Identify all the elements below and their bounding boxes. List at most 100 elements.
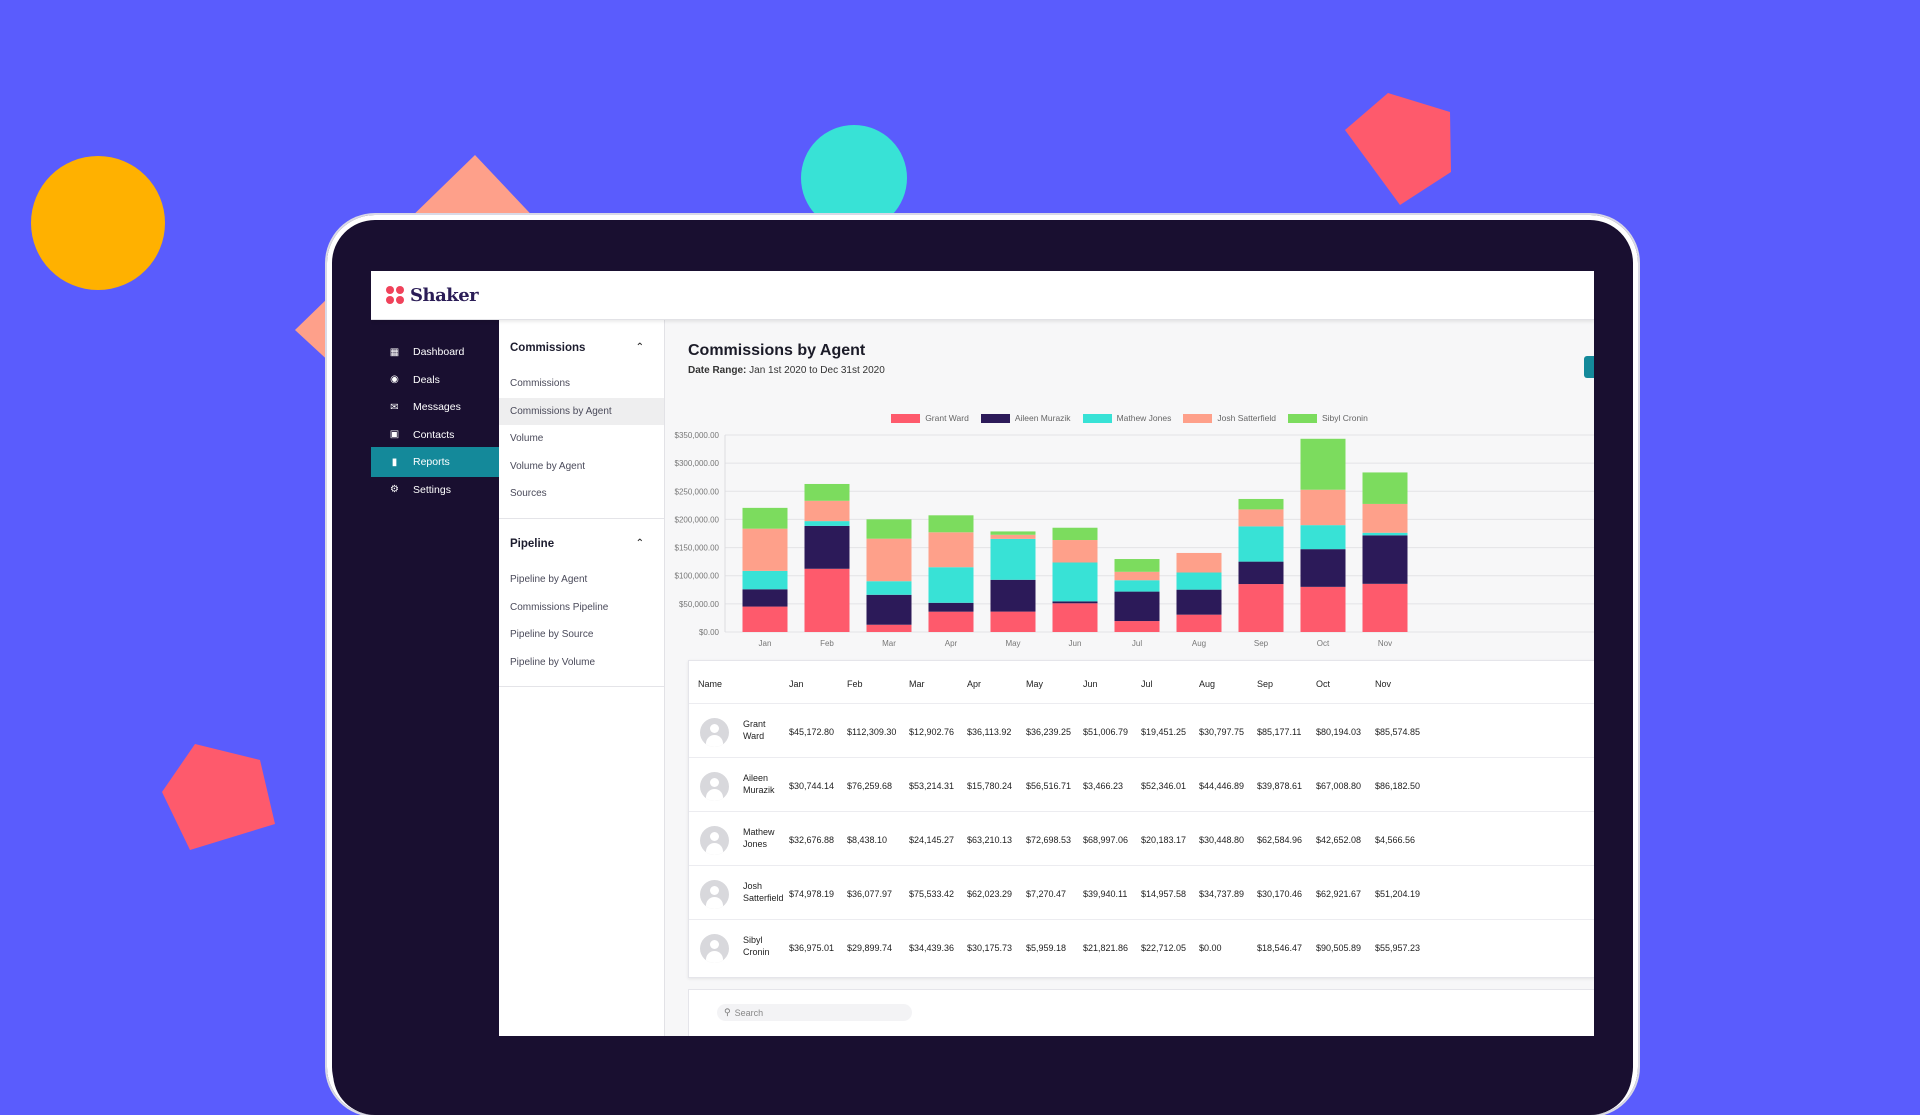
- bar-segment[interactable]: [866, 519, 912, 539]
- chevron-up-icon[interactable]: ⌃: [635, 538, 644, 549]
- bar-segment[interactable]: [1362, 535, 1408, 584]
- column-header[interactable]: Jan: [789, 679, 804, 689]
- legend-item[interactable]: Mathew Jones: [1082, 411, 1171, 425]
- bar-segment[interactable]: [1176, 589, 1222, 615]
- sidebar-item-reports[interactable]: ▮ Reports: [371, 447, 499, 477]
- bar-segment[interactable]: [990, 534, 1036, 539]
- bar-segment[interactable]: [1052, 603, 1098, 632]
- sidebar-item-settings[interactable]: ⚙ Settings: [371, 475, 499, 505]
- bar-segment[interactable]: [1362, 503, 1408, 533]
- table-row[interactable]: Mathew Jones $32,676.88 $8,438.10 $24,145.27…: [689, 811, 1594, 866]
- legend-item[interactable]: Josh Satterfield: [1183, 411, 1276, 425]
- bar-segment[interactable]: [1300, 549, 1346, 587]
- bar-segment[interactable]: [1176, 572, 1222, 590]
- bar-segment[interactable]: [1362, 532, 1408, 536]
- subnav-item-pipeline-by-volume[interactable]: Pipeline by Volume: [510, 656, 596, 668]
- legend-item[interactable]: Aileen Murazik: [980, 411, 1071, 425]
- sidebar-item-messages[interactable]: ✉ Messages: [371, 392, 499, 422]
- bar-segment[interactable]: [1238, 509, 1284, 527]
- column-header[interactable]: Feb: [847, 679, 863, 689]
- chevron-up-icon[interactable]: ⌃: [635, 342, 644, 353]
- bar-segment[interactable]: [866, 594, 912, 625]
- bar-segment[interactable]: [1176, 552, 1222, 573]
- bar-segment[interactable]: [1238, 561, 1284, 585]
- column-header[interactable]: Name: [698, 679, 723, 689]
- bar-segment[interactable]: [1114, 591, 1160, 622]
- app-logo[interactable]: Shaker: [386, 285, 479, 306]
- bar-segment[interactable]: [804, 500, 850, 522]
- bar-segment[interactable]: [1362, 583, 1408, 632]
- bar-segment[interactable]: [928, 532, 974, 568]
- bar-segment[interactable]: [1300, 525, 1346, 550]
- bar-segment[interactable]: [1300, 586, 1346, 632]
- bar-segment[interactable]: [1300, 438, 1346, 490]
- bar-segment[interactable]: [1052, 601, 1098, 604]
- bar-segment[interactable]: [1362, 472, 1408, 504]
- bar-segment[interactable]: [804, 521, 850, 526]
- subnav-item-pipeline-by-source[interactable]: Pipeline by Source: [510, 629, 594, 640]
- column-header[interactable]: Apr: [967, 679, 982, 689]
- table-row[interactable]: Josh Satterfield $74,978.19 $36,077.97 $75,5…: [689, 865, 1594, 920]
- column-header[interactable]: Nov: [1375, 679, 1392, 689]
- column-header[interactable]: Jun: [1083, 679, 1098, 689]
- bar-segment[interactable]: [1238, 526, 1284, 562]
- column-header[interactable]: Oct: [1316, 679, 1331, 689]
- bar-segment[interactable]: [866, 581, 912, 595]
- bar-segment[interactable]: [928, 611, 974, 632]
- table-row[interactable]: Sibyl Cronin $36,975.01 $29,899.74 $34,439.3…: [689, 919, 1594, 974]
- bar-segment[interactable]: [928, 567, 974, 603]
- bar-segment[interactable]: [742, 570, 788, 590]
- bar-segment[interactable]: [1052, 562, 1098, 602]
- bar-segment[interactable]: [1114, 559, 1160, 572]
- sidebar-item-deals[interactable]: ◉ Deals: [371, 365, 499, 395]
- subnav-item-volume-by-agent[interactable]: Volume by Agent: [510, 460, 586, 472]
- report-content: Commissions by Agent Date Range: Jan 1st…: [665, 320, 1594, 1036]
- legend-item[interactable]: Sibyl Cronin: [1287, 411, 1368, 425]
- bar-segment[interactable]: [1176, 614, 1222, 632]
- bar-segment[interactable]: [804, 483, 850, 501]
- bar-segment[interactable]: [742, 528, 788, 571]
- bar-segment[interactable]: [990, 538, 1036, 580]
- bar-segment[interactable]: [804, 525, 850, 569]
- bar-segment[interactable]: [742, 589, 788, 607]
- subnav-item-sources[interactable]: Sources: [510, 488, 547, 499]
- bar-segment[interactable]: [928, 602, 974, 612]
- sidebar-item-dashboard[interactable]: ▦ Dashboard: [371, 337, 499, 367]
- bar-segment[interactable]: [990, 579, 1036, 612]
- bar-segment[interactable]: [742, 507, 788, 529]
- bar-segment[interactable]: [990, 531, 1036, 535]
- bar-segment[interactable]: [1052, 540, 1098, 563]
- column-header[interactable]: May: [1026, 679, 1044, 689]
- bar-segment[interactable]: [1052, 527, 1098, 541]
- bar-segment[interactable]: [866, 624, 912, 632]
- collapsed-panel-tab[interactable]: [1584, 356, 1594, 378]
- table-row[interactable]: Grant Ward $45,172.80 $112,309.30 $12,902.76…: [689, 703, 1594, 758]
- column-header[interactable]: Jul: [1141, 679, 1153, 689]
- bar-segment[interactable]: [1114, 580, 1160, 592]
- column-header[interactable]: Sep: [1257, 679, 1274, 689]
- subnav-item-volume[interactable]: Volume: [510, 433, 544, 444]
- bar-segment[interactable]: [1238, 498, 1284, 510]
- bar-segment[interactable]: [742, 606, 788, 632]
- subnav-item-pipeline-by-agent[interactable]: Pipeline by Agent: [510, 574, 588, 585]
- subnav-section-commissions[interactable]: Commissions ⌃: [510, 342, 660, 354]
- bar-segment[interactable]: [1114, 571, 1160, 581]
- subnav-item-commissions-by-agent[interactable]: Commissions by Agent: [499, 397, 664, 425]
- bar-segment[interactable]: [990, 611, 1036, 632]
- subnav-section-pipeline[interactable]: Pipeline ⌃: [510, 538, 660, 550]
- bar-segment[interactable]: [1300, 489, 1346, 526]
- table-row[interactable]: Aileen Murazik $30,744.14 $76,259.68 $53,214…: [689, 757, 1594, 812]
- bar-segment[interactable]: [866, 538, 912, 582]
- subnav-item-commissions-pipeline[interactable]: Commissions Pipeline: [510, 601, 609, 613]
- subnav-item-commissions[interactable]: Commissions: [510, 378, 571, 389]
- bar-segment[interactable]: [928, 515, 974, 533]
- bar-segment[interactable]: [804, 568, 850, 632]
- red-pentagon-bottom-decoration: [162, 744, 275, 850]
- column-header[interactable]: Mar: [909, 679, 925, 689]
- search-input[interactable]: ⚲ Search: [717, 1004, 912, 1021]
- sidebar-item-contacts[interactable]: ▣ Contacts: [371, 420, 499, 450]
- column-header[interactable]: Aug: [1199, 679, 1216, 689]
- bar-segment[interactable]: [1114, 621, 1160, 632]
- legend-item[interactable]: Grant Ward: [891, 411, 969, 425]
- bar-segment[interactable]: [1238, 584, 1284, 632]
